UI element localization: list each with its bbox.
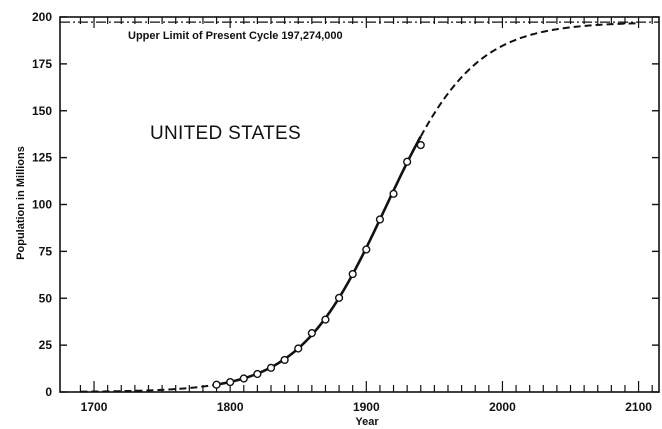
census-point <box>212 380 221 389</box>
upper-limit-label: Upper Limit of Present Cycle 197,274,000 <box>128 30 343 42</box>
y-tick-label: 0 <box>45 385 52 399</box>
x-tick-label: 1700 <box>81 400 108 414</box>
logistic-back-projection <box>80 383 217 393</box>
census-point <box>416 140 425 150</box>
census-point <box>348 269 357 279</box>
y-axis-title: Population in Millions <box>15 146 27 260</box>
y-tick-label: 50 <box>39 291 53 305</box>
census-point <box>307 329 316 338</box>
census-point <box>239 374 248 383</box>
logistic-forward-projection <box>419 22 639 137</box>
census-point <box>389 189 398 198</box>
census-point <box>253 369 262 379</box>
x-tick-label: 1900 <box>353 400 380 414</box>
logistic-fitted-curve <box>216 135 422 386</box>
y-tick-label: 125 <box>32 151 52 165</box>
y-tick-label: 100 <box>32 198 52 212</box>
census-point <box>362 245 371 254</box>
y-tick-label: 150 <box>32 104 52 118</box>
plot-frame <box>59 16 660 393</box>
x-tick-label: 2000 <box>489 400 516 414</box>
census-point <box>321 315 330 324</box>
census-point <box>403 157 412 166</box>
census-point <box>226 377 235 387</box>
x-tick-label: 1800 <box>217 400 244 414</box>
x-tick-label: 2100 <box>625 400 652 414</box>
y-tick-label: 25 <box>39 338 53 352</box>
census-point <box>334 293 344 302</box>
y-tick-label: 75 <box>39 244 53 258</box>
census-point <box>280 355 289 365</box>
y-tick-label: 175 <box>32 57 52 71</box>
y-tick-label: 200 <box>32 10 52 24</box>
census-point <box>375 215 385 224</box>
census-point <box>294 344 303 353</box>
x-axis-title: Year <box>355 416 379 428</box>
region-title: UNITED STATES <box>150 123 301 144</box>
census-point <box>266 363 276 372</box>
